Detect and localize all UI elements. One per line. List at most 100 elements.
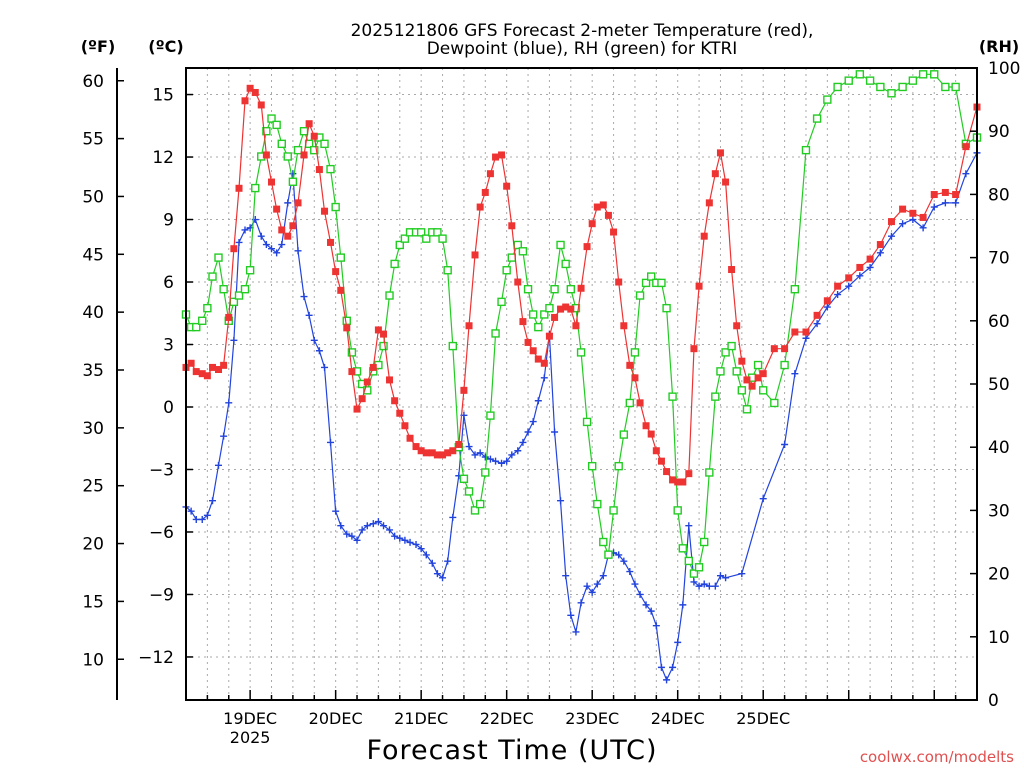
temperature-point (695, 282, 703, 290)
dewpoint-point (615, 551, 623, 559)
rh-point (198, 316, 207, 325)
temperature-point (417, 447, 425, 455)
temperature-point (899, 205, 907, 213)
dewpoint-point (343, 530, 351, 538)
temperature-point (534, 355, 542, 363)
dewpoint-point (551, 428, 559, 436)
chart-title-line1: 2025121806 GFS Forecast 2-meter Temperat… (351, 21, 814, 41)
temperature-point (791, 328, 799, 336)
fahrenheit-tick-label: 60 (82, 72, 104, 92)
temperature-point (257, 101, 265, 109)
dewpoint-point (669, 663, 677, 671)
temperature-point (198, 370, 206, 378)
rh-tick-label: 90 (988, 122, 1010, 142)
temperature-point (919, 213, 927, 221)
rh-point (293, 145, 303, 155)
temperature-point (588, 220, 596, 228)
dewpoint-point (220, 432, 228, 440)
dewpoint-point (663, 676, 671, 684)
temperature-point (230, 245, 238, 253)
rh-tick-label: 30 (988, 501, 1010, 521)
temperature-point (669, 476, 677, 484)
temperature-point (519, 318, 527, 326)
rh-point (887, 89, 896, 98)
rh-point (385, 291, 394, 300)
temperature-point (583, 243, 591, 251)
temperature-point (363, 378, 371, 386)
rh-point (951, 82, 960, 92)
x-tick-label: 25DEC (736, 709, 790, 728)
celsius-tick-label: 6 (163, 273, 174, 293)
left-outer-unit: (ºF) (81, 37, 116, 56)
temperature-point (679, 478, 687, 486)
rh-point (855, 70, 865, 79)
temperature-point (476, 203, 484, 211)
dewpoint-point (540, 374, 548, 382)
dewpoint-point (262, 241, 270, 249)
rh-point (662, 303, 671, 313)
dewpoint-point (562, 572, 570, 580)
temperature-point (455, 440, 463, 448)
temperature-point (305, 120, 313, 128)
fahrenheit-tick-label: 30 (82, 419, 104, 439)
rh-point (502, 266, 511, 275)
dewpoint-point (492, 457, 500, 465)
dewpoint-point (444, 557, 452, 565)
temperature-point (391, 397, 399, 405)
temperature-point (428, 449, 436, 457)
temperature-point (498, 151, 506, 159)
rh-point (614, 461, 623, 471)
temperature-point (337, 286, 345, 294)
temperature-point (449, 447, 457, 455)
dewpoint-point (230, 336, 238, 344)
temperature-point (315, 166, 323, 174)
rh-point (780, 360, 789, 370)
temperature-point (887, 218, 895, 226)
temperature-point (834, 282, 842, 290)
celsius-tick-label: −12 (138, 648, 174, 668)
temperature-point (332, 268, 340, 276)
temperature-point (845, 274, 853, 282)
temperature-point (909, 209, 917, 217)
dewpoint-point (315, 347, 323, 355)
temperature-point (529, 347, 537, 355)
rh-point (918, 70, 928, 79)
rh-point (641, 278, 651, 288)
dewpoint-point (476, 449, 484, 457)
temperature-point (327, 238, 335, 246)
temperature-point (631, 374, 639, 382)
dewpoint-point (433, 570, 441, 578)
rh-point (481, 468, 490, 477)
rh-point (491, 329, 500, 338)
rh-point (566, 285, 576, 294)
temperature-point (866, 255, 874, 263)
dewpoint-point (406, 538, 414, 546)
rh-series (181, 70, 982, 578)
rh-point (363, 386, 372, 395)
rh-point (470, 506, 480, 515)
fahrenheit-tick-label: 25 (82, 477, 104, 497)
dewpoint-point (685, 522, 693, 530)
chart-title-line2: Dewpoint (blue), RH (green) for KTRI (427, 39, 738, 59)
fahrenheit-tick-label: 20 (82, 535, 104, 555)
temperature-series (182, 84, 981, 486)
temperature-point (439, 451, 447, 459)
rh-point (753, 360, 763, 370)
rh-tick-label: 70 (988, 249, 1010, 269)
credit-text: coolwx.com/modelts (860, 748, 1014, 766)
rh-point (865, 76, 875, 85)
temperature-point (278, 226, 286, 234)
rh-point (251, 183, 260, 193)
temperature-point (823, 297, 831, 305)
rh-point (342, 316, 351, 325)
dewpoint-point (289, 170, 297, 178)
temperature-point (348, 368, 356, 376)
dewpoint-point (887, 232, 895, 240)
temperature-point (567, 305, 575, 313)
dewpoint-point (705, 582, 713, 590)
temperature-point (802, 328, 810, 336)
temperature-point (465, 322, 473, 330)
dewpoint-point (642, 601, 650, 609)
dewpoint-point (284, 199, 292, 207)
